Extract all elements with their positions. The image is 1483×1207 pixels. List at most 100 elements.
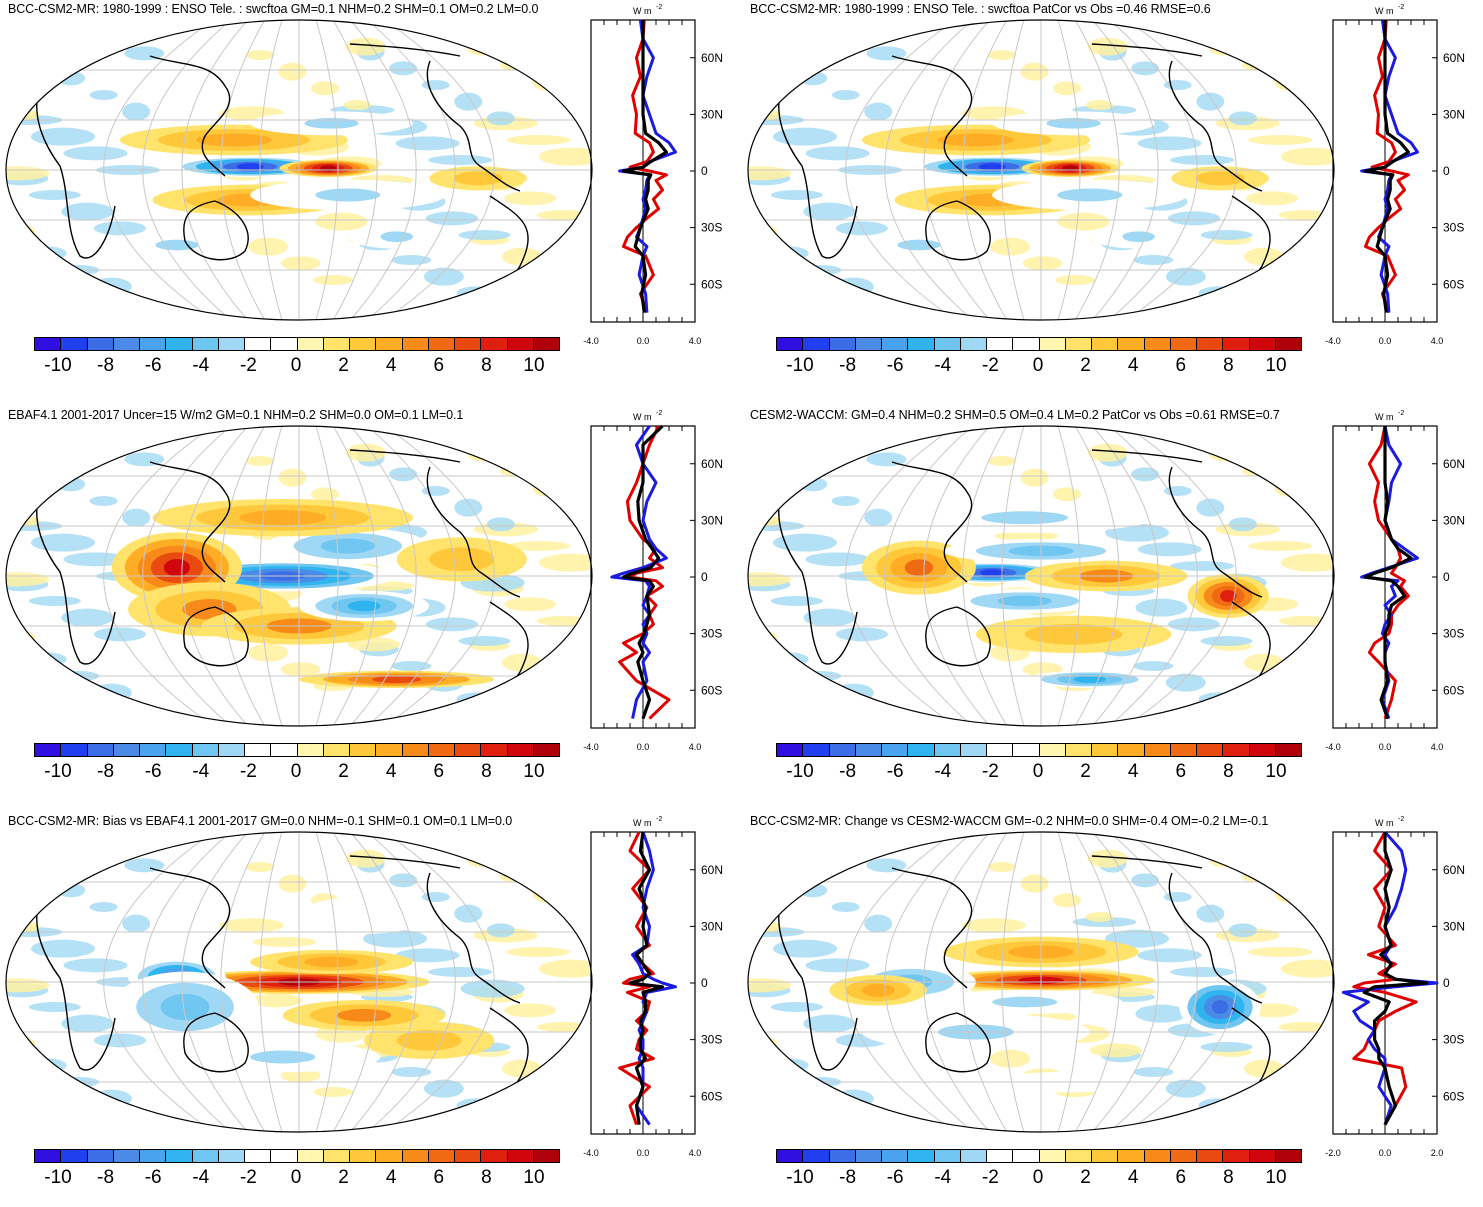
map-border bbox=[5, 831, 593, 1133]
colorbar-swatch bbox=[1249, 744, 1276, 756]
field-speckle bbox=[28, 190, 81, 200]
field-anomaly bbox=[160, 993, 210, 1021]
colorbar-label: -6 bbox=[144, 355, 162, 376]
colorbar-label: 6 bbox=[433, 761, 445, 782]
colorbar-swatch bbox=[803, 338, 830, 350]
field-speckle bbox=[122, 102, 151, 121]
panel-3: EBAF4.1 2001-2017 Uncer=15 W/m2 GM=0.1 N… bbox=[0, 406, 741, 801]
colorbar-swatch bbox=[1013, 744, 1040, 756]
colorbar-label: -10 bbox=[786, 1167, 814, 1188]
field-speckle bbox=[1280, 553, 1334, 572]
colorbar-swatch bbox=[1144, 1150, 1171, 1162]
field-speckle bbox=[245, 862, 274, 872]
colorbar-swatch bbox=[934, 744, 961, 756]
colorbar bbox=[34, 743, 560, 757]
colorbar-swatch bbox=[402, 338, 429, 350]
colorbar-swatch bbox=[402, 744, 429, 756]
colorbar-swatch bbox=[1249, 1150, 1276, 1162]
field-speckle bbox=[1087, 37, 1128, 56]
field-speckle bbox=[534, 1078, 575, 1093]
field-speckle bbox=[1278, 616, 1331, 626]
field-speckle bbox=[990, 1049, 1031, 1068]
colorbar-swatch bbox=[777, 744, 804, 756]
units-superscript: -2 bbox=[656, 816, 662, 823]
field-speckle bbox=[219, 918, 284, 933]
graticule-meridian bbox=[259, 426, 283, 726]
colorbar-swatch bbox=[1039, 338, 1066, 350]
graticule-meridian bbox=[1091, 426, 1159, 726]
field-speckle bbox=[1163, 892, 1192, 902]
field-speckle bbox=[1276, 672, 1317, 687]
field-speckle bbox=[1085, 912, 1114, 922]
colorbar-swatch bbox=[140, 744, 167, 756]
field-speckle bbox=[311, 487, 340, 502]
coastline bbox=[183, 200, 249, 261]
graticule-meridian bbox=[1109, 20, 1198, 320]
colorbar-label: 4 bbox=[385, 1167, 397, 1188]
y-tick-label: 0 bbox=[1443, 164, 1450, 178]
field-speckle bbox=[89, 496, 118, 506]
colorbar-label: 4 bbox=[385, 355, 397, 376]
y-tick-label: 30N bbox=[1443, 513, 1465, 527]
graticule-meridian bbox=[1001, 20, 1025, 320]
colorbar-swatch bbox=[1039, 1150, 1066, 1162]
x-tick-label: 0.0 bbox=[637, 1148, 650, 1158]
colorbar-swatch bbox=[1223, 1150, 1250, 1162]
field-speckle bbox=[11, 516, 40, 526]
coastline bbox=[778, 897, 858, 1071]
graticule-meridian bbox=[1074, 832, 1120, 1132]
coastline bbox=[149, 867, 231, 989]
x-tick-label: -2.0 bbox=[1325, 1148, 1341, 1158]
graticule-meridian bbox=[1091, 20, 1159, 320]
zonal-series-model bbox=[1352, 831, 1418, 1126]
graticule-meridian bbox=[1074, 426, 1120, 726]
field-speckle bbox=[6, 227, 35, 246]
graticule-meridian bbox=[332, 426, 378, 726]
colorbar-swatch bbox=[1039, 744, 1066, 756]
field-anomaly bbox=[396, 1030, 462, 1051]
x-tick-label: -4.0 bbox=[1325, 336, 1341, 346]
field-anomaly bbox=[861, 983, 895, 997]
y-tick-label: 30N bbox=[1443, 107, 1465, 121]
colorbar-swatch bbox=[245, 744, 272, 756]
coastline bbox=[925, 200, 991, 261]
colorbar-label: 8 bbox=[481, 1167, 492, 1188]
field-speckle bbox=[864, 102, 893, 121]
field-speckle bbox=[831, 90, 860, 100]
graticule-meridian bbox=[1074, 20, 1120, 320]
field-speckle bbox=[280, 256, 321, 271]
field-speckle bbox=[748, 1039, 777, 1058]
field-speckle bbox=[1200, 230, 1253, 240]
field-speckle bbox=[805, 958, 870, 973]
colorbar-swatch bbox=[192, 1150, 219, 1162]
colorbar-swatch bbox=[428, 338, 455, 350]
units-superscript: -2 bbox=[1398, 410, 1404, 417]
coastline bbox=[1091, 855, 1203, 869]
field-speckle bbox=[91, 277, 132, 296]
units-label: W m bbox=[1375, 6, 1394, 16]
graticule-meridian bbox=[884, 426, 973, 726]
field-speckle bbox=[61, 608, 114, 627]
graticule-meridian bbox=[845, 426, 956, 726]
field-anomaly bbox=[1073, 675, 1107, 683]
map-robinson bbox=[747, 19, 1335, 321]
field-speckle bbox=[766, 52, 795, 71]
field-speckle bbox=[1133, 661, 1174, 671]
field-anomaly bbox=[331, 905, 397, 926]
colorbar-label: -2 bbox=[981, 761, 999, 782]
field-speckle bbox=[13, 859, 54, 878]
colorbar-swatch bbox=[908, 338, 935, 350]
map-robinson bbox=[747, 831, 1335, 1133]
field-speckle bbox=[831, 902, 860, 912]
field-anomaly bbox=[163, 559, 190, 577]
colorbar-swatch bbox=[829, 744, 856, 756]
colorbar-swatch bbox=[507, 744, 534, 756]
zonal-mean-plot: W m -2 60N 30N 0 30S 60S -4.0 0.0 4.0 bbox=[583, 410, 723, 752]
field-anomaly bbox=[1062, 165, 1079, 172]
colorbar-swatch bbox=[87, 338, 114, 350]
field-speckle bbox=[805, 146, 870, 161]
colorbar-swatch bbox=[1275, 744, 1301, 756]
colorbar-swatch bbox=[1065, 338, 1092, 350]
colorbar-labels: -10 -8 -6 -4 -2 0 2 4 6 8 10 bbox=[34, 761, 558, 785]
field-speckle bbox=[755, 453, 796, 472]
